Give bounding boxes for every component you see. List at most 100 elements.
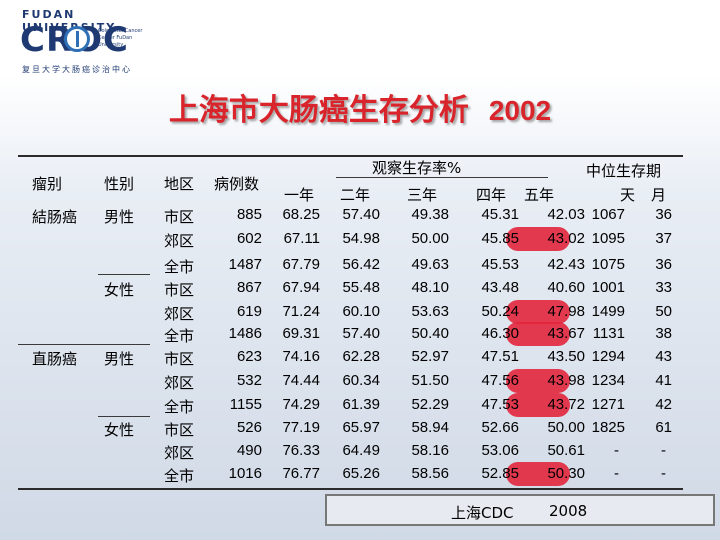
table-cell-cases: 1016: [228, 465, 262, 482]
table-cell-days: 1294: [591, 348, 625, 365]
header-months: 月: [651, 186, 667, 204]
table-cell-days: 1499: [591, 303, 625, 320]
table-cell-region: 郊区: [164, 444, 195, 462]
table-cell-y3: 49.63: [411, 256, 449, 273]
table-cell-y3: 52.97: [411, 348, 449, 365]
source-year: 2008: [549, 502, 588, 520]
header-year4: 四年: [476, 186, 507, 204]
table-cell-y1: 74.29: [282, 396, 320, 413]
table-cell-y4: 45.53: [481, 256, 519, 273]
table-cell-months: 42: [655, 396, 672, 413]
table-cell-months: 61: [655, 419, 672, 436]
table-cell-y3: 58.56: [411, 465, 449, 482]
table-cell-months: 37: [655, 230, 672, 247]
table-cell-y2: 56.42: [342, 256, 380, 273]
table-cell-y1: 74.16: [282, 348, 320, 365]
table-cell-y4: 52.66: [481, 419, 519, 436]
header-days: 天: [620, 186, 636, 204]
table-cell-y2: 60.10: [342, 303, 380, 320]
table-cell-y5: 42.03: [547, 206, 585, 223]
table-cell-y5: 42.43: [547, 256, 585, 273]
table-cell-y2: 65.26: [342, 465, 380, 482]
table-cell-y3: 58.16: [411, 442, 449, 459]
table-cell-months: 33: [655, 279, 672, 296]
table-cell-region: 全市: [164, 467, 195, 485]
table-cell-cases: 1155: [229, 396, 262, 413]
header-cases: 病例数: [214, 175, 260, 193]
header-sex: 性别: [104, 175, 135, 193]
table-cell-y4: 45.85: [481, 230, 519, 247]
table-cell-region: 郊区: [164, 305, 195, 323]
five-year-highlight-marker: [506, 462, 570, 486]
table-cell-days: -: [614, 465, 619, 482]
table-cell-months: -: [661, 442, 666, 459]
table-cell-y3: 52.29: [411, 396, 449, 413]
table-cell-y5: 47.98: [547, 303, 585, 320]
table-cell-region: 市区: [164, 208, 195, 226]
table-cell-region: 市区: [164, 421, 195, 439]
table-cell-y1: 71.24: [282, 303, 320, 320]
group-rectum-female: 女性: [104, 421, 135, 439]
table-cell-y3: 49.38: [411, 206, 449, 223]
table-cell-days: -: [614, 442, 619, 459]
header-cancer-type: 瘤别: [32, 175, 63, 193]
logo-emblem-icon: [64, 26, 90, 52]
table-cell-y1: 68.25: [282, 206, 320, 223]
table-cell-y5: 50.61: [547, 442, 585, 459]
table-cell-months: -: [661, 465, 666, 482]
table-cell-cases: 623: [236, 348, 262, 365]
table-cell-months: 38: [655, 325, 672, 342]
group-divider: [18, 344, 150, 345]
table-cell-y4: 46.30: [481, 325, 519, 342]
table-cell-y1: 76.33: [282, 442, 320, 459]
table-cell-y3: 58.94: [411, 419, 449, 436]
table-cell-y1: 69.31: [282, 325, 320, 342]
table-cell-y2: 62.28: [342, 348, 380, 365]
table-cell-region: 市区: [164, 281, 195, 299]
table-cell-y1: 67.11: [283, 230, 320, 247]
table-cell-days: 1095: [591, 230, 625, 247]
table-cell-y3: 50.00: [411, 230, 449, 247]
group-divider: [98, 416, 150, 417]
table-cell-cases: 619: [236, 303, 262, 320]
table-cell-cases: 1487: [228, 256, 262, 273]
table-cell-region: 全市: [164, 258, 195, 276]
table-cell-y4: 45.31: [481, 206, 519, 223]
table-cell-region: 全市: [164, 327, 195, 345]
table-cell-y4: 50.24: [481, 303, 519, 320]
table-cell-y4: 47.51: [481, 348, 519, 365]
table-cell-y2: 54.98: [342, 230, 380, 247]
table-cell-y2: 57.40: [342, 206, 380, 223]
table-cell-y5: 43.72: [547, 396, 585, 413]
table-cell-days: 1234: [591, 372, 625, 389]
table-cell-months: 50: [655, 303, 672, 320]
source-org: 上海CDC: [451, 504, 514, 522]
logo-university: FUDAN UNIVERSITY: [22, 8, 114, 34]
header-year3: 三年: [407, 186, 438, 204]
title-main: 上海市大肠癌生存分析: [168, 93, 469, 128]
group-rectum: 直肠癌: [32, 350, 78, 368]
table-cell-days: 1075: [591, 256, 625, 273]
five-year-highlight-marker: [506, 300, 570, 324]
logo-chinese: 复旦大学大肠癌诊治中心: [22, 65, 132, 74]
table-cell-y1: 67.94: [282, 279, 320, 296]
table-cell-months: 41: [655, 372, 672, 389]
logo-subtitle: Colorectal Cancer Center FuDan Universit…: [98, 28, 143, 48]
table-cell-y3: 48.10: [411, 279, 449, 296]
group-colon-female: 女性: [104, 281, 135, 299]
five-year-highlight-marker: [506, 393, 570, 417]
table-cell-months: 36: [655, 206, 672, 223]
table-cell-months: 43: [655, 348, 672, 365]
table-cell-y2: 57.40: [342, 325, 380, 342]
header-year1: 一年: [284, 186, 315, 204]
header-region: 地区: [164, 175, 195, 193]
table-cell-days: 1001: [591, 279, 625, 296]
table-cell-y4: 53.06: [481, 442, 519, 459]
survival-table: 瘤别 性别 地区 病例数 观察生存率% 一年 二年 三年 四年 五年 中位生存期…: [18, 155, 683, 490]
header-year5: 五年: [524, 186, 555, 204]
table-cell-y3: 50.40: [411, 325, 449, 342]
croc-logo: FUDAN UNIVERSITY CROC Colorectal Cancer …: [10, 6, 160, 78]
table-cell-y1: 67.79: [282, 256, 320, 273]
table-cell-y5: 50.30: [547, 465, 585, 482]
